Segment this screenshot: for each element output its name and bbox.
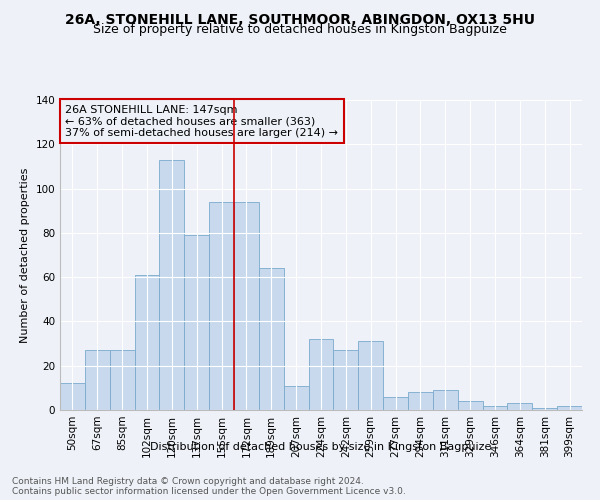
Bar [482,406,508,410]
Text: Contains HM Land Registry data © Crown copyright and database right 2024.: Contains HM Land Registry data © Crown c… [12,478,364,486]
Bar [60,384,85,410]
Bar [85,350,110,410]
Bar [134,275,160,410]
Bar [433,390,458,410]
Text: 26A, STONEHILL LANE, SOUTHMOOR, ABINGDON, OX13 5HU: 26A, STONEHILL LANE, SOUTHMOOR, ABINGDON… [65,12,535,26]
Bar [557,406,582,410]
Bar [234,202,259,410]
Bar [358,342,383,410]
Bar [184,235,209,410]
Bar [383,396,408,410]
Bar [408,392,433,410]
Text: 26A STONEHILL LANE: 147sqm
← 63% of detached houses are smaller (363)
37% of sem: 26A STONEHILL LANE: 147sqm ← 63% of deta… [65,104,338,138]
Bar [532,408,557,410]
Bar [508,404,532,410]
Bar [259,268,284,410]
Y-axis label: Number of detached properties: Number of detached properties [20,168,30,342]
Bar [160,160,184,410]
Bar [458,401,482,410]
Text: Distribution of detached houses by size in Kingston Bagpuize: Distribution of detached houses by size … [151,442,491,452]
Bar [110,350,134,410]
Bar [209,202,234,410]
Text: Contains public sector information licensed under the Open Government Licence v3: Contains public sector information licen… [12,488,406,496]
Text: Size of property relative to detached houses in Kingston Bagpuize: Size of property relative to detached ho… [93,22,507,36]
Bar [284,386,308,410]
Bar [334,350,358,410]
Bar [308,339,334,410]
